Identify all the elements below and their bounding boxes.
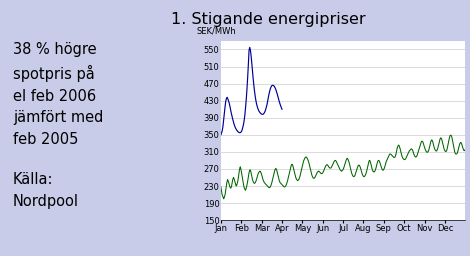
Text: Källa:
Nordpool: Källa: Nordpool xyxy=(13,172,79,209)
Text: 1. Stigande energipriser: 1. Stigande energipriser xyxy=(171,12,365,27)
Text: 38 % högre
spotpris på
el feb 2006
jämfört med
feb 2005: 38 % högre spotpris på el feb 2006 jämfö… xyxy=(13,42,103,147)
Text: SEK/MWh: SEK/MWh xyxy=(196,27,236,36)
